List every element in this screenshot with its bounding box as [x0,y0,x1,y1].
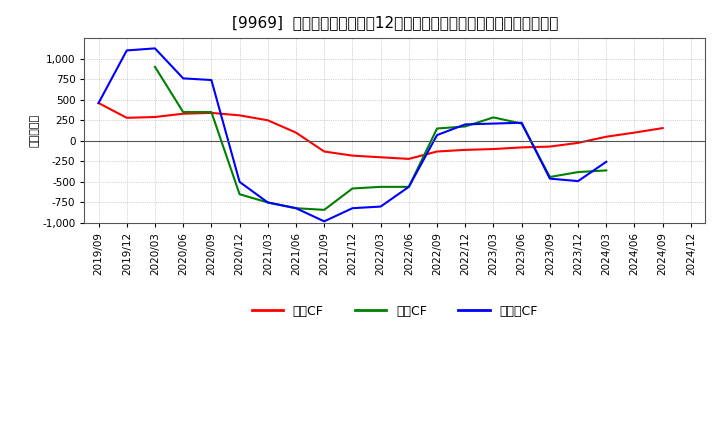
Legend: 営業CF, 投資CF, フリーCF: 営業CF, 投資CF, フリーCF [246,300,543,323]
Y-axis label: （百万円）: （百万円） [30,114,40,147]
Title: [9969]  キャッシュフローの12か月移動合計の対前年同期増減額の推移: [9969] キャッシュフローの12か月移動合計の対前年同期増減額の推移 [232,15,558,30]
